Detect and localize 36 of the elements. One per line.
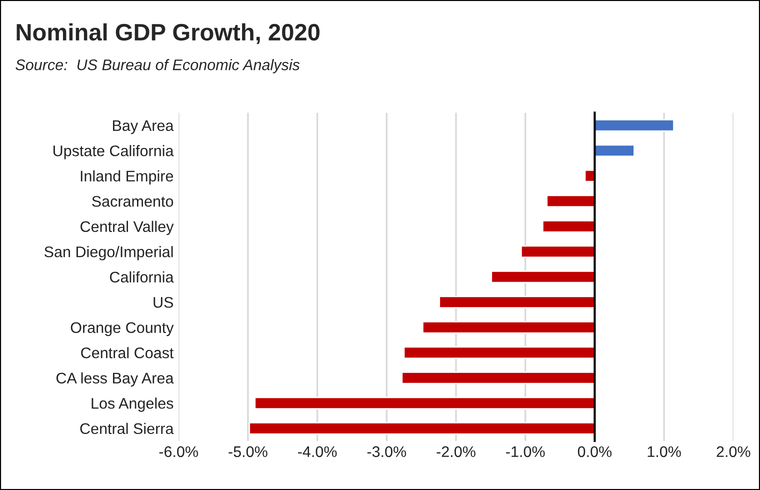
- bar: [546, 194, 596, 208]
- x-tick-label: -1.0%: [506, 446, 545, 458]
- bar: [403, 346, 596, 359]
- y-tick-label: Orange County: [70, 322, 174, 336]
- bar: [401, 371, 596, 384]
- y-tick-label: Inland Empire: [80, 170, 174, 185]
- chart-title: Nominal GDP Growth, 2020: [16, 23, 320, 44]
- y-tick-label: Los Angeles: [92, 398, 174, 412]
- y-tick-label: Central Sierra: [80, 422, 174, 434]
- y-tick-label: Central Coast: [81, 347, 174, 358]
- y-tick-label: Upstate California: [53, 145, 174, 160]
- bar: [422, 320, 596, 334]
- x-tick-label: 0.0%: [578, 446, 612, 458]
- y-tick-label: US: [154, 296, 174, 308]
- bar: [490, 270, 596, 284]
- y-tick-label: San Diego/Imperial: [44, 246, 173, 260]
- y-tick-label: Bay Area: [112, 120, 174, 134]
- x-tick-label: -2.0%: [436, 446, 476, 458]
- bar: [520, 245, 596, 258]
- chart-subtitle: Source: US Bureau of Economic Analysis: [16, 59, 300, 74]
- x-tick-label: 2.0%: [716, 446, 750, 458]
- bar: [438, 296, 596, 308]
- bar: [594, 144, 635, 157]
- y-tick-label: Sacramento: [92, 196, 174, 207]
- x-tick-label: -6.0%: [159, 446, 198, 458]
- y-tick-label: Central Valley: [80, 220, 174, 236]
- bar: [594, 118, 674, 132]
- y-tick-label: California: [110, 271, 174, 283]
- x-tick-label: -3.0%: [367, 446, 406, 458]
- x-tick-label: -5.0%: [228, 446, 268, 458]
- y-tick-label: CA less Bay Area: [56, 372, 174, 387]
- x-tick-label: -4.0%: [298, 446, 337, 458]
- bar: [248, 422, 596, 435]
- x-tick-label: 1.0%: [648, 446, 681, 458]
- bar: [254, 396, 596, 410]
- bar: [542, 220, 596, 233]
